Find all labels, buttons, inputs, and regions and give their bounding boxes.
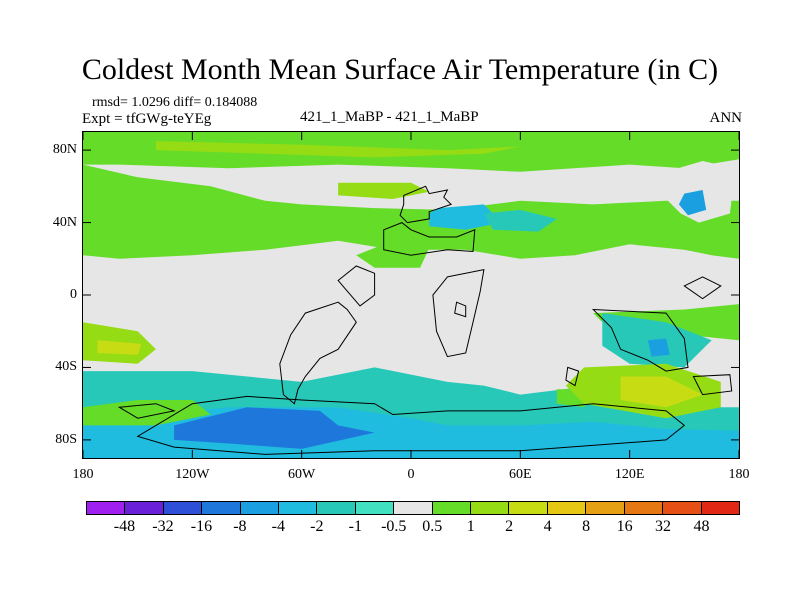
contour-region-17 xyxy=(83,400,211,426)
colorbar-box-11 xyxy=(509,502,548,514)
map-plot-area xyxy=(82,131,740,459)
colorbar-box-5 xyxy=(279,502,318,514)
coastline-11 xyxy=(565,366,580,387)
center-label: 421_1_MaBP - 421_1_MaBP xyxy=(300,109,479,125)
colorbar-box-6 xyxy=(317,502,356,514)
x-tick-label-3: 0 xyxy=(407,467,415,482)
colorbar-label-6: -1 xyxy=(348,518,362,535)
x-tick-label-2: 60W xyxy=(288,467,316,482)
y-tick-label-4: 80S xyxy=(55,431,77,447)
colorbar-label-12: 8 xyxy=(582,518,591,535)
y-tick-label-2: 0 xyxy=(70,287,77,302)
coastline-0 xyxy=(399,185,453,224)
colorbar-box-12 xyxy=(547,502,587,514)
contour-region-11 xyxy=(647,338,670,357)
y-tick-label-0: 80N xyxy=(52,142,77,158)
y-tick-label-1: 40N xyxy=(52,214,77,230)
contour-region-13 xyxy=(97,340,142,355)
coastline-7 xyxy=(683,276,722,300)
colorbar-box-10 xyxy=(471,502,510,514)
colorbar-box-0 xyxy=(87,502,126,514)
colorbar-label-8: 0.5 xyxy=(422,518,443,535)
colorbar-box-15 xyxy=(663,502,702,514)
stats-text: rmsd= 1.0296 diff= 0.184088 xyxy=(92,95,258,110)
colorbar-box-4 xyxy=(240,502,280,514)
coastline-1 xyxy=(383,222,476,256)
contour-region-8 xyxy=(356,240,430,268)
colorbar-label-5: -2 xyxy=(310,518,324,535)
colorbar-label-10: 2 xyxy=(505,518,514,535)
x-tick-label-5: 120E xyxy=(614,467,645,482)
contour-region-5 xyxy=(678,190,707,216)
colorbar-label-4: -4 xyxy=(271,518,286,535)
colorbar-box-14 xyxy=(624,502,664,514)
chart-title: Coldest Month Mean Surface Air Temperatu… xyxy=(81,53,719,86)
colorbar-box-7 xyxy=(355,502,395,514)
coastline-5 xyxy=(591,308,689,372)
colorbar-box-8 xyxy=(394,502,433,514)
coastline-10 xyxy=(454,301,467,318)
contour-region-3 xyxy=(338,182,430,199)
colorbar-label-0: -48 xyxy=(113,518,136,535)
coastline-4 xyxy=(432,268,485,358)
colorbar xyxy=(86,501,740,515)
contour-region-2 xyxy=(155,141,521,158)
colorbar-label-3: -8 xyxy=(233,518,247,535)
contour-region-16 xyxy=(174,407,375,449)
colorbar-label-11: 4 xyxy=(543,518,552,535)
experiment-label: Expt = tfGWg-teYEg xyxy=(82,111,212,127)
contour-region-1 xyxy=(83,164,739,259)
x-tick-label-6: 180 xyxy=(728,467,750,482)
colorbar-box-16 xyxy=(701,502,739,514)
colorbar-label-2: -16 xyxy=(190,518,213,535)
y-tick-label-3: 40S xyxy=(55,359,77,375)
colorbar-label-13: 16 xyxy=(616,518,633,535)
colorbar-label-1: -32 xyxy=(152,518,174,535)
coastline-2 xyxy=(279,301,357,405)
map-canvas xyxy=(83,132,739,458)
coastline-3 xyxy=(337,265,376,307)
colorbar-label-9: 1 xyxy=(466,518,475,535)
colorbar-label-14: 32 xyxy=(655,518,672,535)
colorbar-box-1 xyxy=(125,502,164,514)
x-tick-label-0: 180 xyxy=(72,467,94,482)
colorbar-box-2 xyxy=(163,502,203,514)
coastline-8 xyxy=(136,395,686,455)
coastline-9 xyxy=(117,403,176,419)
colorbar-box-9 xyxy=(432,502,472,514)
colorbar-box-3 xyxy=(202,502,241,514)
contour-region-7 xyxy=(483,209,557,232)
contour-region-20 xyxy=(620,376,703,408)
x-tick-label-4: 60E xyxy=(509,467,532,482)
colorbar-label-7: -0.5 xyxy=(381,518,407,535)
colorbar-label-15: 48 xyxy=(693,518,710,535)
colorbar-box-13 xyxy=(586,502,625,514)
coastline-6 xyxy=(692,374,733,396)
x-tick-label-1: 120W xyxy=(175,467,210,482)
annual-label: ANN xyxy=(709,110,743,126)
contour-region-6 xyxy=(429,204,503,230)
